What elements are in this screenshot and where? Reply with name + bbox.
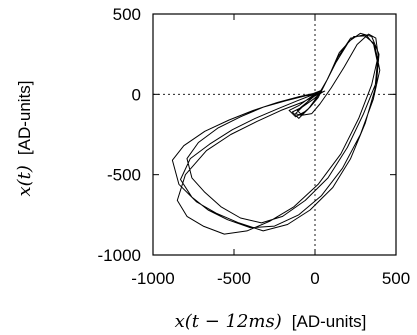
y-tick-label: -1000 [98,246,141,265]
x-axis-label-unit: [AD-units] [292,312,367,331]
axis-ticks: -1000 -500 0 500 -1000 -500 0 500 [98,5,411,288]
y-axis-label-unit: [AD-units] [15,80,34,155]
x-axis-label: x(t − 12ms) [AD-units] [175,311,367,332]
y-tick-label: 0 [132,85,141,104]
x-tick-label: 500 [382,269,410,288]
plot-frame [152,13,397,256]
y-axis-label-math: x(t) [14,165,35,196]
delay-embedding-trace [171,32,381,235]
x-tick-label: -500 [217,269,251,288]
x-axis-label-math: x(t − 12ms) [175,311,282,332]
x-tick-label: 0 [310,269,319,288]
y-tick-label: 500 [113,5,141,24]
y-tick-label: -500 [107,166,141,185]
y-axis-label: x(t) [AD-units] [14,80,35,196]
x-tick-label: -1000 [131,269,174,288]
